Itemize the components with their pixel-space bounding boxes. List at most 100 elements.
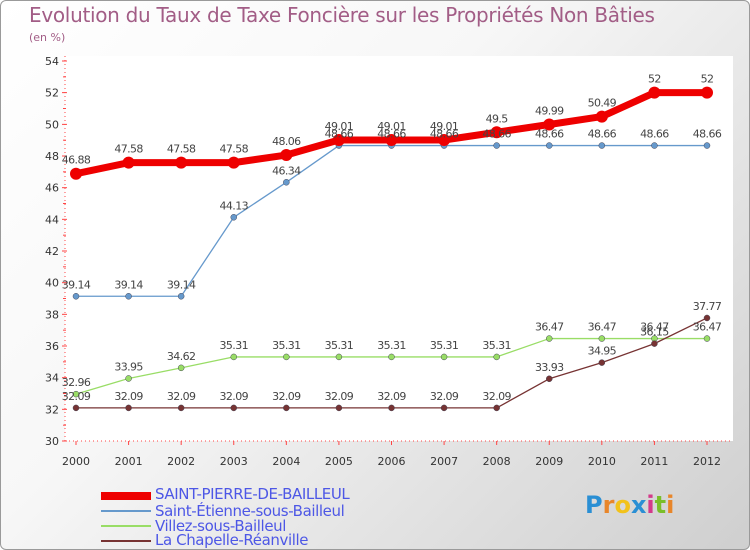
legend-label-la-chapelle: La Chapelle-Réanville	[155, 531, 309, 549]
x-tick-label: 2008	[483, 455, 511, 468]
data-point-1	[598, 142, 606, 149]
data-point-3	[125, 404, 132, 412]
data-point-0	[122, 156, 135, 169]
y-tick-label: 48	[45, 150, 59, 163]
data-point-0	[280, 149, 293, 162]
data-point-2	[546, 335, 553, 342]
y-tick-label: 40	[45, 277, 59, 290]
data-point-2	[72, 390, 80, 398]
data-point-0	[490, 126, 503, 139]
data-label-0: 47.58	[220, 143, 249, 156]
data-label-1: 48.66	[430, 128, 459, 141]
data-point-1	[493, 142, 500, 149]
data-label-0: 49.5	[486, 112, 509, 125]
data-point-2	[125, 375, 132, 382]
data-point-3	[177, 404, 185, 412]
data-label-1: 48.66	[377, 128, 406, 141]
x-tick-label: 2003	[220, 455, 248, 468]
data-label-1: 48.66	[588, 128, 617, 141]
data-point-3	[388, 404, 395, 412]
data-point-0	[438, 134, 451, 147]
data-label-0: 46.88	[62, 154, 91, 167]
x-tick-label: 2010	[588, 455, 616, 468]
legend-label-saint-etienne: Saint-Étienne-sous-Bailleul	[155, 502, 345, 520]
logo-letter: t	[654, 491, 667, 519]
data-label-1: 48.66	[640, 128, 669, 141]
data-label-3: 32.09	[430, 390, 459, 403]
data-point-0	[385, 134, 398, 147]
x-tick-label: 2000	[62, 455, 90, 468]
data-point-0	[175, 156, 188, 169]
legend-swatch-villez	[101, 525, 151, 527]
data-label-2: 35.31	[220, 339, 249, 352]
data-label-3: 34.95	[588, 345, 617, 358]
y-tick-label: 32	[45, 403, 59, 416]
data-point-1	[177, 293, 185, 300]
data-label-1: 44.13	[220, 199, 249, 212]
data-point-3	[72, 404, 80, 412]
data-point-0	[227, 156, 240, 169]
logo-letter: x	[630, 491, 647, 519]
data-label-3: 37.77	[693, 300, 722, 313]
data-point-3	[230, 404, 237, 412]
data-point-3	[440, 404, 448, 412]
proxiti-logo: Proxiti	[585, 491, 674, 519]
y-tick-label: 46	[45, 182, 59, 195]
data-point-1	[546, 142, 553, 149]
data-label-3: 32.09	[167, 390, 196, 403]
data-point-2	[283, 353, 290, 361]
logo-letter: r	[602, 491, 615, 519]
data-label-3: 32.09	[220, 390, 249, 403]
data-label-1: 48.66	[693, 128, 722, 141]
x-tick-label: 2004	[272, 455, 300, 468]
x-tick-label: 2011	[640, 455, 668, 468]
data-label-1: 39.14	[62, 278, 91, 291]
x-tick-label: 2002	[167, 455, 195, 468]
data-label-0: 50.49	[588, 97, 617, 110]
data-point-2	[493, 353, 500, 361]
data-label-1: 39.14	[167, 278, 196, 291]
x-tick-label: 2006	[378, 455, 406, 468]
logo-letter: i	[666, 491, 675, 519]
data-point-0	[595, 110, 608, 123]
y-tick-label: 44	[45, 213, 59, 226]
data-point-0	[543, 118, 556, 131]
data-label-2: 36.47	[535, 321, 564, 334]
logo-letter: P	[585, 491, 603, 519]
data-point-0	[332, 134, 345, 147]
logo-letter: i	[646, 491, 655, 519]
data-label-3: 32.09	[114, 390, 143, 403]
x-tick-label: 2009	[535, 455, 563, 468]
data-label-2: 35.31	[482, 339, 511, 352]
data-point-0	[701, 86, 713, 99]
data-point-3	[283, 404, 290, 412]
data-label-0: 52	[648, 73, 661, 86]
data-label-3: 32.09	[325, 390, 354, 403]
y-tick-label: 42	[45, 245, 59, 258]
data-point-1	[651, 142, 658, 149]
data-point-2	[598, 335, 606, 342]
data-label-3: 32.09	[377, 390, 406, 403]
data-label-0: 49.01	[430, 120, 459, 133]
data-label-3: 32.09	[482, 390, 511, 403]
x-tick-label: 2012	[693, 455, 721, 468]
y-tick-label: 38	[45, 308, 59, 321]
data-label-0: 49.01	[377, 120, 406, 133]
data-label-3: 33.93	[535, 361, 564, 374]
data-point-1	[283, 179, 290, 186]
data-point-1	[230, 214, 237, 221]
data-label-3: 32.09	[272, 390, 301, 403]
x-tick-label: 2007	[430, 455, 458, 468]
legend-label-saint-pierre: SAINT-PIERRE-DE-BAILLEUL	[155, 485, 350, 503]
data-label-2: 35.31	[377, 339, 406, 352]
data-label-0: 49.01	[325, 120, 354, 133]
data-label-0: 47.58	[114, 143, 143, 156]
data-label-1: 48.66	[325, 128, 354, 141]
data-point-1	[703, 142, 711, 149]
data-label-3: 36.15	[640, 326, 669, 339]
data-label-0: 47.58	[167, 143, 196, 156]
data-point-3	[598, 359, 606, 366]
x-tick-label: 2005	[325, 455, 353, 468]
legend-swatch-saint-pierre	[101, 492, 151, 500]
